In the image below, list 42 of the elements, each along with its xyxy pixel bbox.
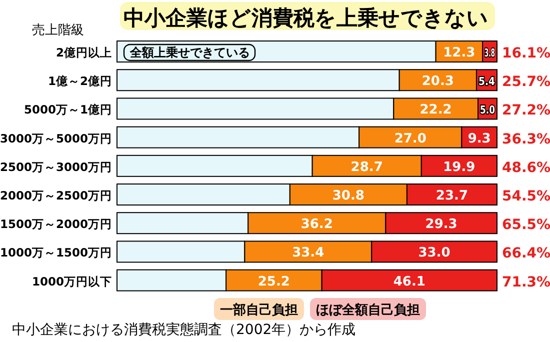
series-label: ほぼ全額自己負担	[316, 302, 420, 318]
data-label: 33.0	[418, 246, 450, 261]
data-label: 33.4	[292, 246, 324, 261]
y-tick-label: 3000万～5000万円	[0, 131, 112, 146]
text: 54.5%	[502, 188, 550, 204]
text: 16.1%	[502, 46, 550, 62]
data-label: 19.9	[443, 160, 476, 175]
text: 48.6%	[502, 160, 550, 176]
series-label: 一部自己負担	[220, 302, 298, 318]
data-label: 23.7	[436, 188, 468, 204]
data-label: 30.8	[332, 188, 364, 204]
text: 中小企業における消費税実態調査（2002年）から作成	[12, 322, 356, 338]
data-label: 36.2	[300, 217, 333, 232]
data-label: 9.3	[468, 131, 491, 146]
series-label: 全額上乗せできている	[129, 46, 250, 60]
data-label: 46.1	[393, 274, 426, 290]
data-label: 3.8	[484, 46, 504, 60]
data-label: 25.2	[258, 274, 290, 290]
y-tick-label: 5000万～1億円	[24, 102, 112, 117]
data-label: 22.2	[420, 102, 452, 118]
data-label: 27.0	[394, 131, 426, 146]
data-label: 12.3	[443, 46, 476, 60]
text: 65.5%	[502, 217, 550, 234]
data-label: 28.7	[350, 160, 383, 175]
text: 25.7%	[502, 74, 550, 90]
y-tick-label: 1億～2億円	[48, 74, 112, 88]
y-tick-label: 2500万～3000万円	[0, 160, 112, 174]
y-axis-title: 売上階級	[32, 23, 84, 38]
y-tick-label: 1000万円以下	[32, 274, 112, 288]
data-label: 5.0	[480, 104, 500, 117]
text: 27.2%	[502, 102, 550, 119]
data-label: 5.4	[478, 75, 498, 88]
text: 66.4%	[502, 246, 550, 262]
y-tick-label: 2000万～2500万円	[0, 188, 112, 202]
data-label: 29.3	[425, 217, 458, 232]
y-tick-label: 1000万～1500万円	[0, 246, 112, 260]
y-tick-label: 2億円以上	[56, 46, 112, 60]
data-label: 20.3	[422, 74, 454, 90]
text: 71.3%	[502, 274, 550, 290]
text: 36.3%	[502, 131, 550, 148]
y-tick-label: 1500万～2000万円	[0, 217, 112, 232]
chart-title: 中小企業ほど消費税を上乗せできない	[124, 6, 488, 30]
